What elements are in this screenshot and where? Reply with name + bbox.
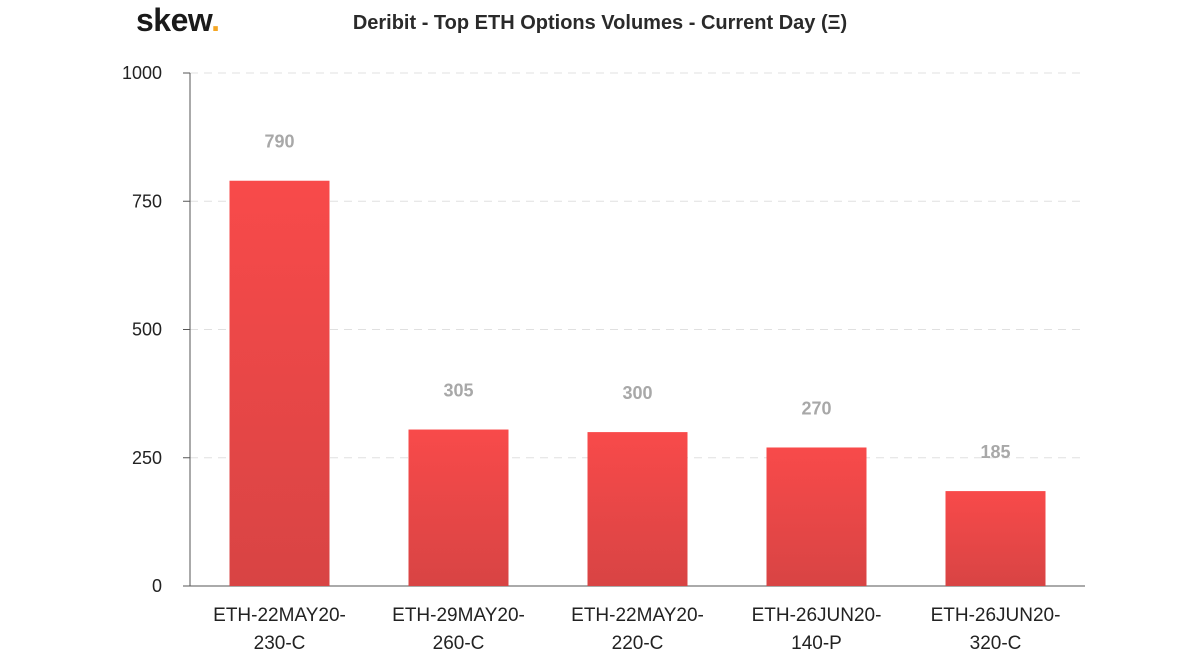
bars: [229, 180, 1046, 587]
bar: [766, 447, 867, 586]
x-tick-label: 260-C: [433, 633, 485, 654]
data-label: 790: [264, 132, 294, 152]
data-label: 185: [980, 442, 1010, 462]
data-label: 305: [443, 381, 473, 401]
logo-text: skew: [136, 2, 212, 38]
bar: [408, 429, 509, 586]
y-tick-label: 250: [132, 448, 162, 468]
x-tick-label: 140-P: [791, 633, 842, 654]
gridlines: [190, 72, 1085, 459]
y-tick-label: 750: [132, 191, 162, 211]
x-tick-label: ETH-29MAY20-: [392, 605, 525, 626]
y-tick-label: 1000: [122, 63, 162, 83]
x-tick-label: ETH-22MAY20-: [213, 605, 346, 626]
logo-dot: .: [211, 2, 220, 38]
x-tick-label: ETH-26JUN20-: [931, 605, 1061, 626]
y-tick-label: 0: [152, 576, 162, 596]
chart-title: Deribit - Top ETH Options Volumes - Curr…: [352, 12, 848, 34]
x-tick-label: 320-C: [970, 633, 1022, 654]
bar: [587, 432, 688, 586]
x-tick-label: 230-C: [254, 633, 306, 654]
y-tick-label: 500: [132, 320, 162, 340]
x-tick-label: ETH-22MAY20-: [571, 605, 704, 626]
bar: [945, 491, 1046, 586]
data-label: 270: [801, 398, 831, 418]
bar: [229, 180, 330, 587]
x-tick-label: 220-C: [612, 633, 664, 654]
data-label: 300: [622, 383, 652, 403]
labels: 0 250 500 750 1000 790 ETH-22MAY20- 230-C 305 ETH…: [122, 63, 1060, 654]
skew-logo: skew.: [136, 2, 220, 39]
x-tick-label: ETH-26JUN20-: [752, 605, 882, 626]
